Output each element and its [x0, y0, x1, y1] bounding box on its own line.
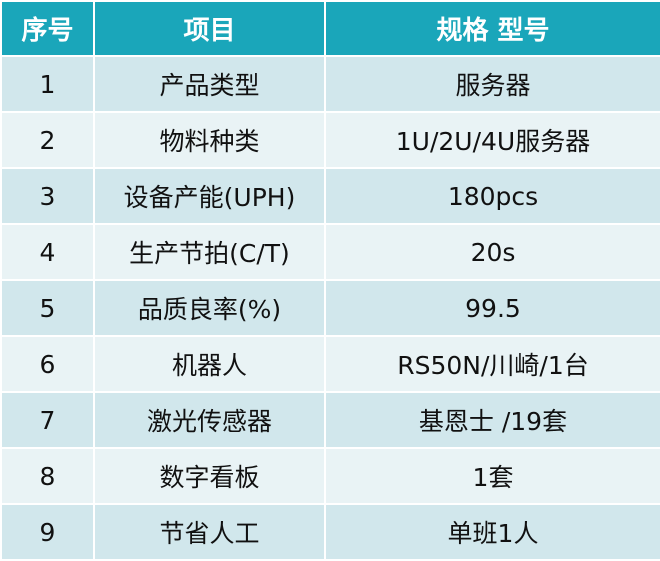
row-spec: 1U/2U/4U服务器: [324, 111, 660, 169]
row-no: 6: [0, 335, 95, 393]
row-item: 节省人工: [93, 503, 326, 561]
table-row: 4 生产节拍(C/T) 20s: [0, 223, 660, 281]
table-row: 9 节省人工 单班1人: [0, 503, 660, 561]
row-item: 物料种类: [93, 111, 326, 169]
row-spec: 180pcs: [324, 167, 660, 225]
row-item: 品质良率(%): [93, 279, 326, 337]
row-spec: RS50N/川崎/1台: [324, 335, 660, 393]
table-row: 3 设备产能(UPH) 180pcs: [0, 167, 660, 225]
row-no: 8: [0, 447, 95, 505]
header-item: 项目: [93, 0, 326, 57]
row-item: 产品类型: [93, 55, 326, 113]
row-item: 生产节拍(C/T): [93, 223, 326, 281]
table-header: 序号 项目 规格 型号: [0, 0, 660, 57]
header-no: 序号: [0, 0, 95, 57]
row-no: 1: [0, 55, 95, 113]
row-no: 9: [0, 503, 95, 561]
row-no: 3: [0, 167, 95, 225]
table-row: 2 物料种类 1U/2U/4U服务器: [0, 111, 660, 169]
header-row: 序号 项目 规格 型号: [0, 0, 660, 57]
row-no: 2: [0, 111, 95, 169]
row-item: 数字看板: [93, 447, 326, 505]
table-row: 8 数字看板 1套: [0, 447, 660, 505]
row-spec: 20s: [324, 223, 660, 281]
row-item: 设备产能(UPH): [93, 167, 326, 225]
table-row: 7 激光传感器 基恩士 /19套: [0, 391, 660, 449]
row-no: 7: [0, 391, 95, 449]
header-spec: 规格 型号: [324, 0, 660, 57]
table-body: 1 产品类型 服务器 2 物料种类 1U/2U/4U服务器 3 设备产能(UPH…: [0, 55, 660, 561]
row-spec: 99.5: [324, 279, 660, 337]
table-row: 6 机器人 RS50N/川崎/1台: [0, 335, 660, 393]
row-spec: 单班1人: [324, 503, 660, 561]
row-spec: 基恩士 /19套: [324, 391, 660, 449]
row-no: 4: [0, 223, 95, 281]
table-row: 1 产品类型 服务器: [0, 55, 660, 113]
row-item: 机器人: [93, 335, 326, 393]
row-spec: 1套: [324, 447, 660, 505]
row-no: 5: [0, 279, 95, 337]
row-item: 激光传感器: [93, 391, 326, 449]
row-spec: 服务器: [324, 55, 660, 113]
table-row: 5 品质良率(%) 99.5: [0, 279, 660, 337]
